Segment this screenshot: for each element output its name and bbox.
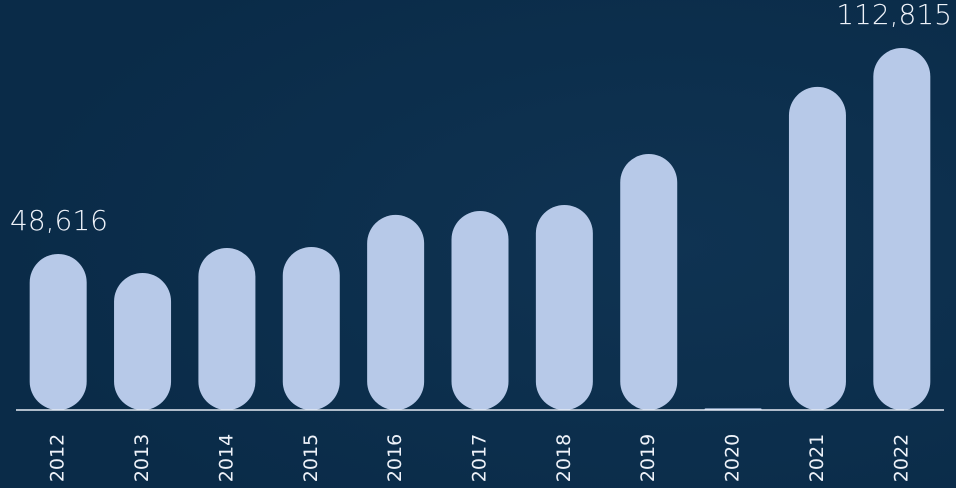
bar <box>620 153 678 410</box>
bar <box>29 254 87 410</box>
value-label: 48,616 <box>10 204 108 237</box>
bar <box>367 214 425 410</box>
x-tick-label: 2019 <box>637 434 659 482</box>
x-tick-label: 2013 <box>131 434 153 482</box>
x-tick-label: 2021 <box>806 434 828 482</box>
x-tick-label: 2015 <box>300 434 322 482</box>
bar <box>873 48 931 411</box>
x-tick-label: 2020 <box>722 434 744 482</box>
x-tick-label: 2012 <box>47 434 69 482</box>
bar <box>282 246 340 410</box>
value-label: 112,815 <box>836 0 952 31</box>
bar <box>198 247 256 410</box>
bar <box>788 86 846 411</box>
x-tick-label: 2014 <box>215 434 237 482</box>
x-tick-label: 2018 <box>553 434 575 482</box>
x-tick-label: 2016 <box>384 434 406 482</box>
x-tick-label: 2022 <box>890 434 912 482</box>
bar <box>535 204 593 410</box>
bar <box>114 272 172 410</box>
bar <box>451 211 509 410</box>
x-tick-label: 2017 <box>469 434 491 482</box>
